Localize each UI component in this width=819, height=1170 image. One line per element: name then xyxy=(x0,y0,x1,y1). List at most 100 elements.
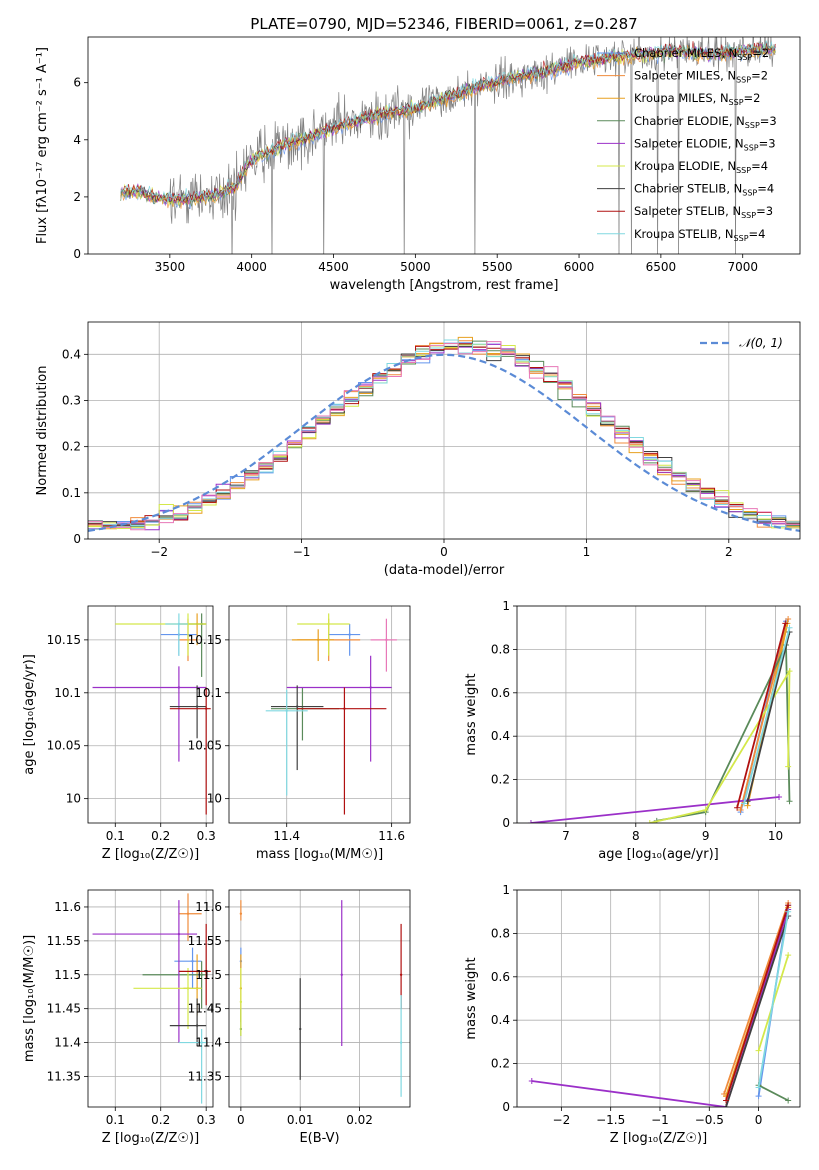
y-tick-label: 0.6 xyxy=(491,970,510,984)
y-tick-label: 11.35 xyxy=(188,1069,222,1083)
chart-residuals: −2 −1 0 1 2 0 0.1 0.2 0.3 0.4 (data-model)/error No… xyxy=(35,321,801,578)
weight-marker xyxy=(785,616,792,623)
x-axis-label: Z [log₁₀(Z/Z☉)] xyxy=(610,1131,707,1146)
x-tick-label: −0.5 xyxy=(695,1113,724,1127)
legend-entry: Kroupa STELIB, NSSP=4 xyxy=(634,227,765,243)
data-point xyxy=(340,973,343,976)
y-tick-label: 11.45 xyxy=(47,1002,81,1016)
data-point xyxy=(177,622,181,626)
plot-area xyxy=(120,37,776,254)
data-point xyxy=(195,705,199,708)
x-tick-label: −2 xyxy=(150,545,168,559)
data-point xyxy=(343,707,346,710)
y-tick-label: 0.4 xyxy=(62,347,81,361)
data-point xyxy=(195,1024,199,1027)
axes-frame xyxy=(87,321,801,540)
chart-age_vs_Z: 0.1 0.2 0.3 10 10.05 10.1 10.15 Z [log₁₀(Z/Z☉)]… xyxy=(22,605,216,862)
y-tick-label: 2 xyxy=(73,190,81,204)
y-tick-label: 0.2 xyxy=(62,440,81,454)
chart-weight_vs_age: 7 8 9 10 0 0.2 0.4 0.6 0.8 1 age [log₁₀(age/yr)] ma… xyxy=(464,599,801,862)
y-tick-label: 6 xyxy=(73,76,81,90)
data-point xyxy=(348,633,351,636)
y-tick-label: 11.6 xyxy=(54,900,81,914)
x-tick-label: 0.01 xyxy=(287,1113,314,1127)
x-tick-label: 10 xyxy=(768,829,783,843)
y-tick-label: 11.4 xyxy=(195,1036,222,1050)
weight-marker xyxy=(737,806,744,813)
y-tick-label: 1 xyxy=(502,599,510,613)
y-tick-label: 11.5 xyxy=(195,968,222,982)
y-tick-label: 10.05 xyxy=(188,739,222,753)
legend-entry: Salpeter MILES, NSSP=2 xyxy=(634,69,768,85)
weight-marker xyxy=(723,1104,730,1107)
chart-spectrum: 3500 4000 4500 5000 5500 6000 6500 7000 0 2 4 6 wave… xyxy=(35,36,801,293)
weight-series-8 xyxy=(736,623,787,809)
data-point xyxy=(399,973,403,976)
x-tick-label: 6500 xyxy=(646,260,677,274)
data-point xyxy=(200,1041,203,1044)
y-tick-label: 0.2 xyxy=(491,1057,510,1071)
y-tick-label: 10.15 xyxy=(47,633,81,647)
chart-mass_vs_Z: 0.1 0.2 0.3 11.35 11.4 11.45 11.5 11.55 11.6 Z [l… xyxy=(22,889,216,1146)
x-tick-label: 5000 xyxy=(400,260,431,274)
y-tick-label: 0 xyxy=(502,816,510,830)
weight-marker xyxy=(702,806,709,813)
histogram-8 xyxy=(88,343,800,527)
plot-area xyxy=(527,616,793,823)
x-axis-label: Z [log₁₀(Z/Z☉)] xyxy=(102,847,199,862)
x-axis-label: (data-model)/error xyxy=(384,563,505,578)
data-point xyxy=(239,1000,243,1004)
y-tick-label: 0.6 xyxy=(491,686,510,700)
y-tick-label: 1 xyxy=(502,883,510,897)
weight-marker xyxy=(755,1047,762,1054)
chart-age_vs_mass: 11.4 11.6 10 10.05 10.1 10.15 mass [log₁₀(M/M☉… xyxy=(188,605,411,862)
data-point xyxy=(239,912,243,915)
weight-marker xyxy=(527,820,534,823)
y-tick-label: 0 xyxy=(502,1100,510,1114)
y-axis-label: Normed distribution xyxy=(35,366,50,496)
x-tick-label: 8 xyxy=(632,829,640,843)
x-tick-label: 9 xyxy=(702,829,710,843)
x-tick-label: 6000 xyxy=(564,260,595,274)
data-point xyxy=(186,912,190,915)
plot-area xyxy=(528,900,792,1107)
x-tick-label: 7 xyxy=(562,829,570,843)
legend-entry: Kroupa ELODIE, NSSP=4 xyxy=(634,159,768,175)
legend-entry: Kroupa MILES, NSSP=2 xyxy=(634,91,760,107)
x-axis-label: Z [log₁₀(Z/Z☉)] xyxy=(102,1131,199,1146)
weight-series-2 xyxy=(723,902,790,1095)
data-point xyxy=(191,960,194,963)
x-tick-label: 11.6 xyxy=(378,829,405,843)
x-tick-label: 7000 xyxy=(727,260,758,274)
y-tick-label: 0.1 xyxy=(62,486,81,500)
weight-marker xyxy=(782,620,789,627)
x-tick-label: 5500 xyxy=(482,260,513,274)
data-point xyxy=(285,709,288,712)
plot-area xyxy=(92,893,211,1104)
y-tick-label: 0.8 xyxy=(491,926,510,940)
normal-curve xyxy=(88,353,800,532)
x-tick-label: 1 xyxy=(583,545,591,559)
weight-marker xyxy=(786,668,793,675)
weight-marker xyxy=(785,908,792,915)
y-axis-label: Flux [fλ10⁻¹⁷ erg cm⁻² s⁻¹ A⁻¹] xyxy=(35,47,50,244)
legend-entry: Salpeter STELIB, NSSP=3 xyxy=(634,204,773,220)
axes-frame xyxy=(516,889,801,1108)
plot-area xyxy=(265,613,397,815)
x-tick-label: −1 xyxy=(293,545,311,559)
x-tick-label: 0 xyxy=(237,1113,245,1127)
y-tick-label: 0.3 xyxy=(62,393,81,407)
axes-frame xyxy=(87,889,214,1108)
axes-frame xyxy=(87,605,214,824)
y-tick-label: 10 xyxy=(66,792,81,806)
y-tick-label: 10 xyxy=(207,792,222,806)
data-point xyxy=(316,638,320,642)
x-tick-label: −1 xyxy=(651,1113,669,1127)
y-axis-label: age [log₁₀(age/yr)] xyxy=(22,654,37,775)
y-tick-label: 10.1 xyxy=(195,686,222,700)
x-tick-label: 2 xyxy=(725,545,733,559)
data-point xyxy=(369,686,372,689)
y-tick-label: 10.15 xyxy=(188,633,222,647)
weight-series-9 xyxy=(757,911,790,1088)
